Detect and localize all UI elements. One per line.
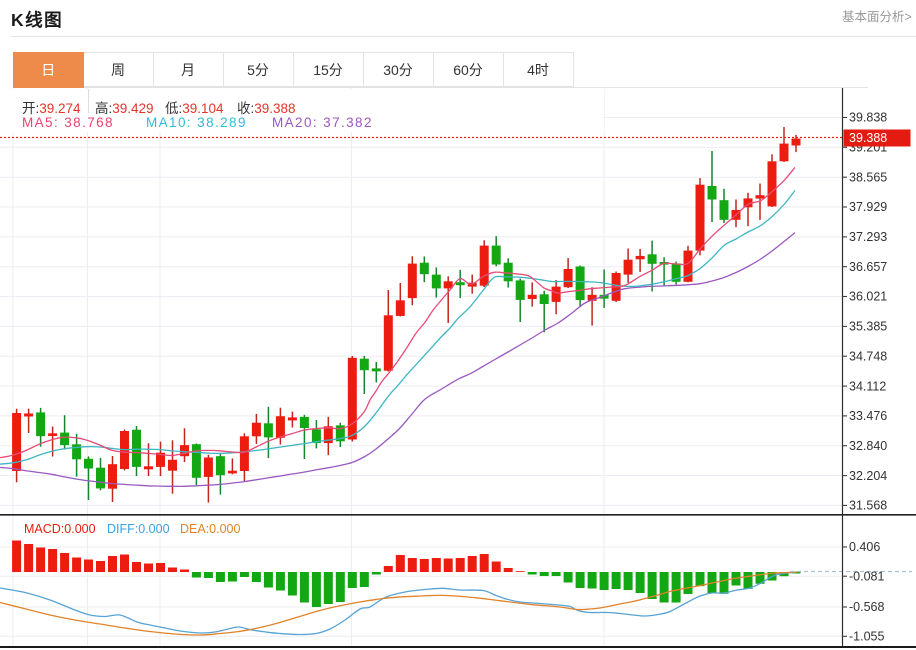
svg-text:35.385: 35.385 xyxy=(849,320,887,334)
svg-text:MACD:0.000: MACD:0.000 xyxy=(24,522,96,536)
svg-text:-1.055: -1.055 xyxy=(849,630,884,644)
svg-text:DEA:0.000: DEA:0.000 xyxy=(180,522,241,536)
svg-text:DIFF:0.000: DIFF:0.000 xyxy=(107,522,170,536)
svg-text:33.476: 33.476 xyxy=(849,409,887,423)
svg-text:-0.081: -0.081 xyxy=(849,569,884,583)
svg-text:36.021: 36.021 xyxy=(849,290,887,304)
svg-text:39.388: 39.388 xyxy=(849,131,887,145)
svg-text:-0.568: -0.568 xyxy=(849,600,884,614)
svg-text:34.112: 34.112 xyxy=(849,379,886,393)
svg-text:36.657: 36.657 xyxy=(849,260,887,274)
svg-text:32.840: 32.840 xyxy=(849,439,887,453)
svg-text:37.929: 37.929 xyxy=(849,200,887,214)
svg-text:31.568: 31.568 xyxy=(849,499,887,513)
svg-text:34.748: 34.748 xyxy=(849,349,887,363)
svg-text:0.406: 0.406 xyxy=(849,540,880,554)
svg-text:37.293: 37.293 xyxy=(849,230,887,244)
svg-text:38.565: 38.565 xyxy=(849,170,887,184)
svg-text:39.838: 39.838 xyxy=(849,111,887,125)
svg-text:32.204: 32.204 xyxy=(849,469,887,483)
